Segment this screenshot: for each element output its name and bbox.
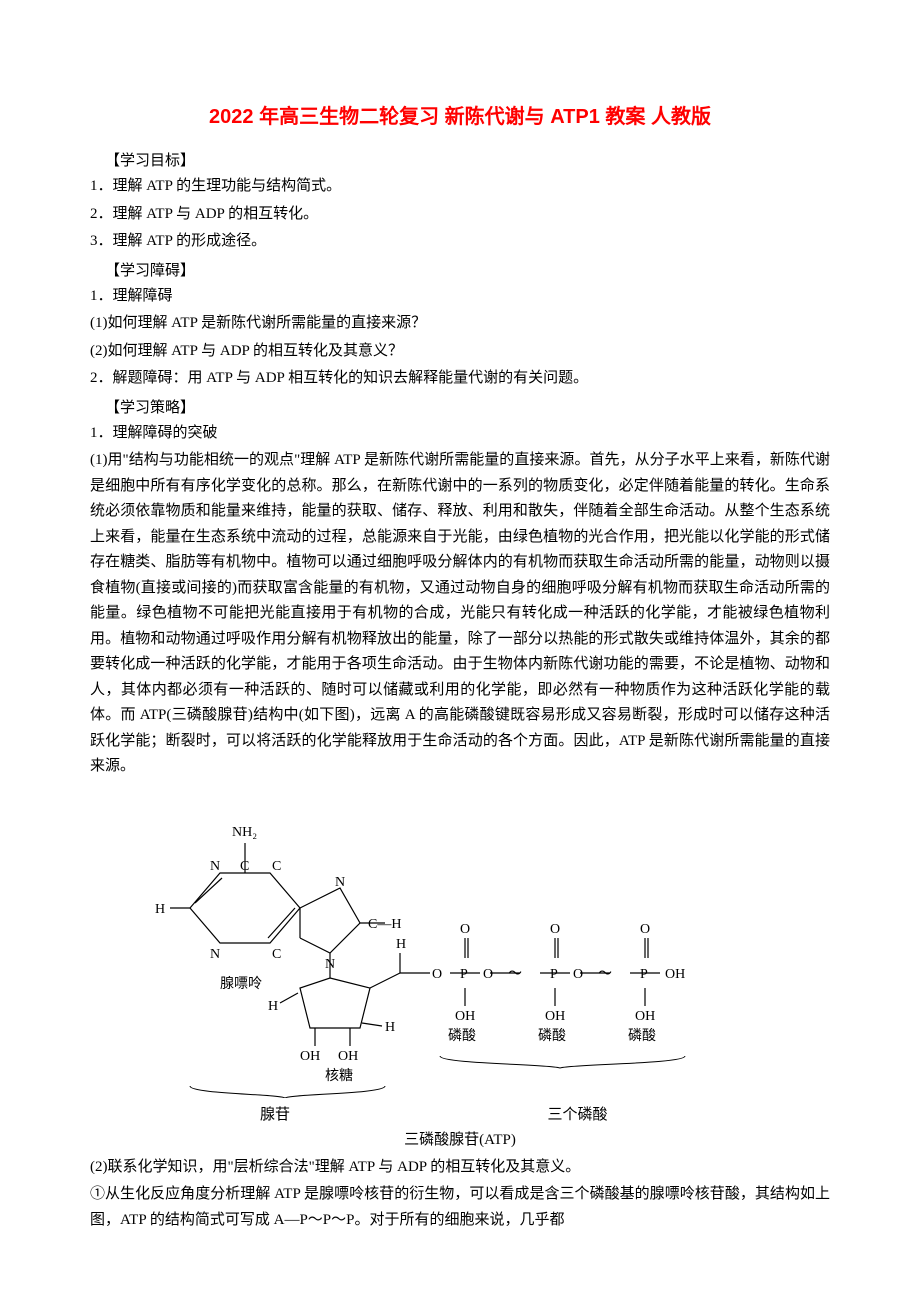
label-o2t: O: [550, 922, 560, 937]
label-c2: C: [240, 859, 249, 874]
label-oh-p2: OH: [545, 1009, 565, 1024]
label-nh2: NH₂: [232, 825, 257, 840]
label-phos1: 磷酸: [448, 1028, 476, 1044]
label-adenine: 腺嘌呤: [220, 976, 262, 992]
label-oh1: OH: [300, 1049, 320, 1064]
section-obstacles-label: 【学习障碍】: [90, 259, 830, 280]
label-hchain: H: [396, 937, 406, 952]
label-n3: N: [335, 875, 345, 890]
strategy-para-3: ①从生化反应角度分析理解 ATP 是腺嘌呤核苷的衍生物，可以看成是含三个磷酸基的…: [90, 1182, 830, 1233]
obstacle-1: 1．理解障碍: [90, 284, 830, 310]
label-o1: O: [432, 967, 442, 982]
label-o1t: O: [460, 922, 470, 937]
obstacle-2: 2．解题障碍：用 ATP 与 ADP 相互转化的知识去解释能量代谢的有关问题。: [90, 366, 830, 392]
objective-2: 2．理解 ATP 与 ADP 的相互转化。: [90, 202, 830, 228]
strategy-para-2: (2)联系化学知识，用"层析综合法"理解 ATP 与 ADP 的相互转化及其意义…: [90, 1155, 830, 1181]
label-c3: C: [272, 947, 281, 962]
bracket-label-triphosphate: 三个磷酸: [478, 1103, 678, 1124]
obstacle-1-1: (1)如何理解 ATP 是新陈代谢所需能量的直接来源？: [90, 311, 830, 337]
label-phos2: 磷酸: [538, 1028, 566, 1044]
label-p2: P: [550, 967, 558, 982]
label-o2: O: [483, 967, 493, 982]
label-ribose: 核糖: [325, 1068, 353, 1084]
strategy-1: 1．理解障碍的突破: [90, 421, 830, 447]
obstacle-1-2: (2)如何理解 ATP 与 ADP 的相互转化及其意义？: [90, 339, 830, 365]
label-h2: H: [268, 999, 278, 1014]
objective-1: 1．理解 ATP 的生理功能与结构简式。: [90, 174, 830, 200]
label-h3: H: [385, 1020, 395, 1035]
label-o3t: O: [640, 922, 650, 937]
label-h-left: H: [155, 902, 165, 917]
label-o3: O: [573, 967, 583, 982]
label-p1: P: [460, 967, 468, 982]
label-n4: N: [325, 957, 335, 972]
objective-3: 3．理解 ATP 的形成途径。: [90, 229, 830, 255]
label-c1: C: [272, 859, 281, 874]
label-p3: P: [640, 967, 648, 982]
diagram-caption: 三磷酸腺苷(ATP): [90, 1128, 830, 1149]
label-tilde2: ～: [598, 967, 612, 982]
label-ch: C—H: [368, 917, 401, 932]
label-oh2: OH: [338, 1049, 358, 1064]
strategy-para-1: (1)用"结构与功能相统一的观点"理解 ATP 是新陈代谢所需能量的直接来源。首…: [90, 448, 830, 780]
label-phos3: 磷酸: [628, 1028, 656, 1044]
label-n1: N: [210, 859, 220, 874]
label-oh-end: OH: [665, 967, 685, 982]
atp-structure-diagram: NH₂ H N C C N C N N C—H 腺嘌呤 H H OH OH 核糖…: [150, 788, 830, 1149]
section-strategy-label: 【学习策略】: [90, 396, 830, 417]
label-tilde1: ～: [508, 967, 522, 982]
bracket-label-adenosine: 腺苷: [180, 1103, 370, 1124]
label-oh-p1: OH: [455, 1009, 475, 1024]
label-oh-p3: OH: [635, 1009, 655, 1024]
label-n2: N: [210, 947, 220, 962]
page-title: 2022 年高三生物二轮复习 新陈代谢与 ATP1 教案 人教版: [90, 100, 830, 129]
section-objectives-label: 【学习目标】: [90, 149, 830, 170]
